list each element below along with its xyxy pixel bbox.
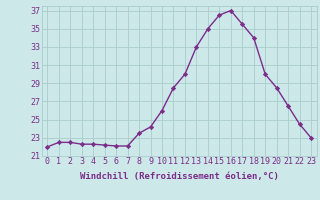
X-axis label: Windchill (Refroidissement éolien,°C): Windchill (Refroidissement éolien,°C)	[80, 172, 279, 181]
